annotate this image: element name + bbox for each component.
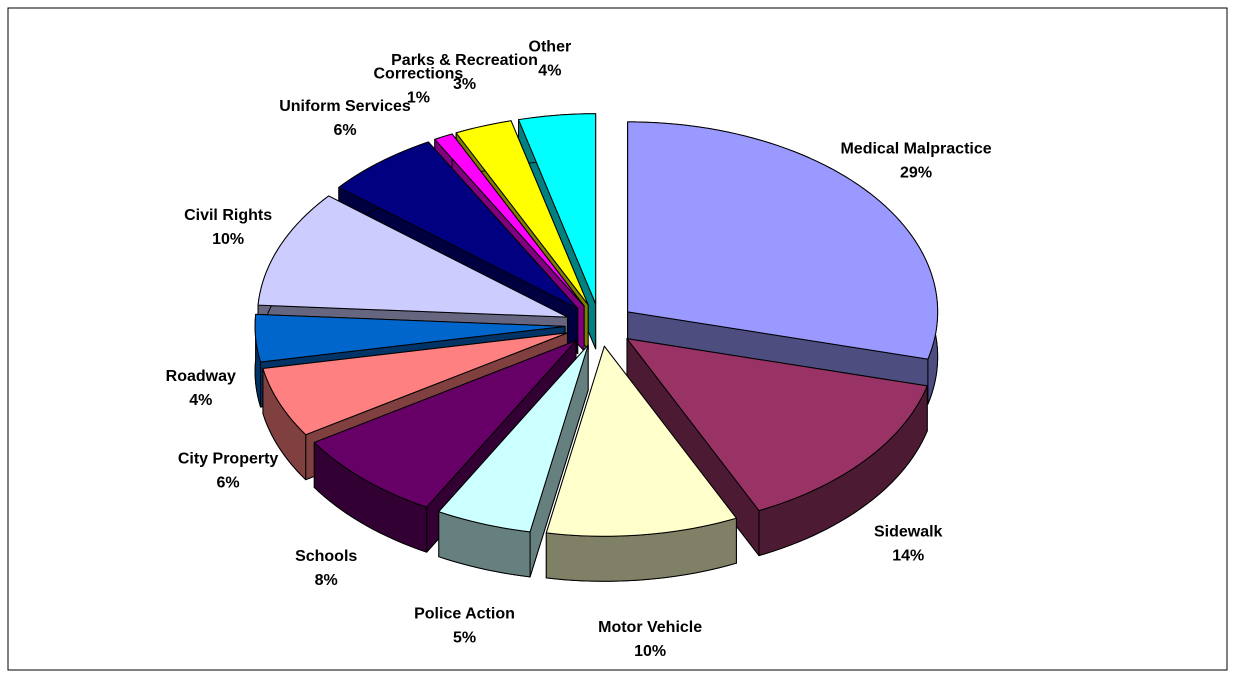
slice-top [254, 313, 566, 363]
slice-label: Police Action [414, 605, 515, 622]
slice-top [434, 133, 585, 307]
slice-label: Schools [295, 548, 357, 565]
pie-slice [627, 121, 939, 405]
slice-value-label: 29% [900, 165, 932, 182]
slice-value-label: 1% [407, 90, 430, 107]
slice-value-label: 3% [453, 76, 476, 93]
slice-top [627, 121, 939, 360]
slice-value-label: 14% [892, 547, 924, 564]
pie-slice [438, 344, 589, 578]
slice-value-label: 10% [634, 643, 666, 660]
slice-top [338, 141, 579, 309]
slice-top [257, 195, 568, 318]
slice-value-label: 4% [189, 392, 212, 409]
slice-top [313, 340, 577, 508]
slice-label: Other [529, 38, 572, 55]
slice-label: Motor Vehicle [598, 619, 702, 636]
slice-value-label: 6% [333, 122, 356, 139]
slice-top [438, 344, 589, 533]
slice-label: Parks & Recreation [391, 52, 538, 69]
slice-label: Uniform Services [279, 98, 411, 115]
slice-top [262, 332, 568, 436]
slice-value-label: 4% [538, 62, 561, 79]
pie-slice [545, 345, 737, 582]
slice-top [545, 345, 737, 537]
slice-label: Roadway [166, 368, 236, 385]
slice-value-label: 6% [217, 475, 240, 492]
slice-top [455, 120, 589, 306]
slice-top [626, 338, 928, 512]
slice-top [518, 113, 597, 305]
pie-slice [626, 338, 928, 557]
slice-label: Corrections [374, 66, 464, 83]
slice-value-label: 10% [212, 231, 244, 248]
slice-label: City Property [178, 451, 279, 468]
slice-label: Sidewalk [874, 523, 943, 540]
slice-label: Civil Rights [184, 207, 272, 224]
slice-label: Medical Malpractice [840, 141, 991, 158]
slice-value-label: 5% [453, 629, 476, 646]
slice-value-label: 8% [315, 572, 338, 589]
